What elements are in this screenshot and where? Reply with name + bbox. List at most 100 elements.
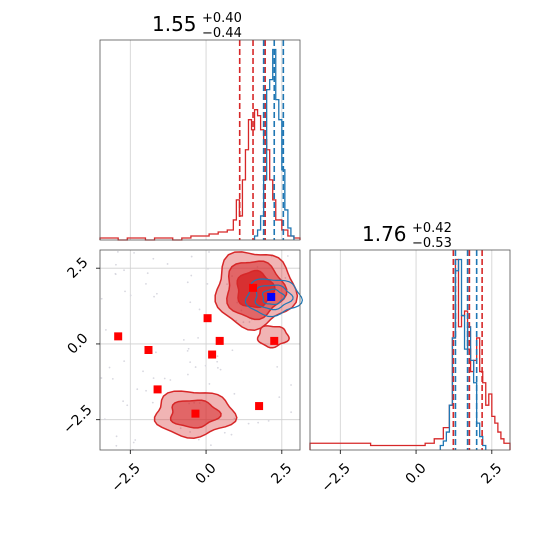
- sample-point: [189, 361, 192, 364]
- marginal-1-title-value: 1.55: [152, 12, 197, 36]
- x-tick-label: 2.5: [268, 460, 295, 487]
- sample-point: [187, 347, 190, 350]
- sample-point: [166, 263, 169, 265]
- sample-point: [208, 383, 211, 385]
- sample-point: [136, 388, 139, 391]
- red-marker: [208, 350, 217, 359]
- sample-point: [230, 433, 233, 436]
- sample-point: [186, 281, 189, 284]
- sample-point: [226, 283, 228, 285]
- histogram-series-0: [309, 258, 511, 450]
- sample-point: [223, 431, 226, 434]
- sample-point: [114, 272, 117, 275]
- sample-point: [152, 257, 155, 260]
- sample-point: [290, 384, 292, 386]
- joint-frame: [99, 249, 301, 451]
- joint-plot-area: [100, 250, 304, 451]
- red-marker: [270, 336, 279, 345]
- sample-point: [248, 321, 251, 323]
- marginal-2-title-upper: +0.42: [412, 221, 452, 236]
- sample-point: [123, 360, 126, 363]
- sample-point: [123, 269, 125, 272]
- red-marker: [144, 346, 153, 354]
- sample-point: [219, 368, 222, 371]
- marginal-1-panel: 1.55 +0.40 −0.44: [99, 11, 301, 241]
- sample-point: [115, 435, 118, 438]
- marginal-2-frame: [309, 249, 511, 451]
- sample-point: [115, 444, 118, 447]
- sample-point: [111, 377, 114, 380]
- sample-point: [100, 297, 103, 300]
- sample-point: [132, 441, 135, 444]
- sample-point: [204, 364, 207, 367]
- sample-point: [278, 396, 281, 399]
- contour-blue-level-1: [254, 284, 294, 311]
- red-marker: [153, 385, 162, 394]
- sample-point: [276, 365, 279, 368]
- marginal-1-title-lower: −0.44: [202, 26, 242, 41]
- x-tick-label: 0.0: [193, 460, 220, 487]
- sample-point: [231, 349, 234, 352]
- marginal-2-title-lower: −0.53: [412, 236, 452, 251]
- sample-point: [216, 366, 219, 369]
- sample-point: [122, 400, 124, 403]
- sample-point: [116, 250, 119, 253]
- sample-point: [105, 329, 107, 331]
- marginal-2-panel: 1.76 +0.42 −0.53 −2.5 0.0 2.5: [309, 221, 511, 496]
- sample-point: [155, 292, 158, 295]
- red-marker: [215, 336, 224, 345]
- sample-point: [233, 392, 236, 395]
- sample-point: [145, 282, 147, 285]
- sample-point: [242, 321, 245, 324]
- red-marker: [191, 409, 200, 418]
- marginal-1-title-upper: +0.40: [202, 11, 242, 26]
- y-tick-label: 0.0: [64, 330, 91, 357]
- blue-marker: [267, 292, 276, 301]
- sample-point: [129, 294, 132, 297]
- sample-point: [151, 401, 154, 404]
- sample-point: [207, 267, 209, 270]
- histogram-series-0: [99, 109, 301, 241]
- sample-point: [197, 438, 200, 441]
- sample-point: [257, 421, 260, 424]
- sample-point: [103, 418, 106, 421]
- sample-point: [182, 339, 185, 341]
- sample-point: [206, 282, 209, 285]
- sample-point: [189, 431, 191, 433]
- red-marker: [249, 283, 258, 292]
- sample-point: [190, 255, 193, 258]
- sample-point: [190, 274, 193, 277]
- red-marker: [114, 332, 123, 341]
- marginal-1-plot-area: [99, 40, 301, 241]
- sample-point: [169, 379, 172, 381]
- y-tick-label: −2.5: [60, 402, 95, 437]
- marginal-2-tick-labels: −2.5 0.0 2.5: [319, 450, 505, 496]
- histogram-series-1: [439, 258, 487, 450]
- sample-point: [134, 439, 137, 441]
- sample-point: [189, 301, 192, 304]
- marginal-2-plot-area: [309, 250, 511, 450]
- sample-point: [216, 355, 219, 358]
- x-tick-label: 0.0: [403, 460, 430, 487]
- sample-point: [126, 404, 129, 407]
- sample-point: [233, 417, 236, 420]
- contour-tail-red-level-0: [256, 325, 290, 349]
- sample-point: [198, 308, 201, 311]
- sample-point: [163, 377, 166, 380]
- sample-point: [290, 411, 293, 414]
- x-tick-label: −2.5: [319, 460, 354, 495]
- sample-point: [197, 336, 199, 339]
- sample-point: [124, 290, 126, 293]
- sample-point: [187, 373, 189, 376]
- sample-point: [179, 427, 182, 430]
- sample-point: [100, 377, 103, 379]
- sample-point: [142, 370, 144, 373]
- marginal-2-title-value: 1.76: [362, 222, 407, 246]
- sample-point: [284, 277, 287, 279]
- sample-point: [247, 422, 250, 425]
- sample-point: [153, 295, 155, 298]
- red-marker: [255, 402, 264, 411]
- sample-point: [108, 366, 111, 369]
- contour-blue-level-0: [244, 278, 304, 318]
